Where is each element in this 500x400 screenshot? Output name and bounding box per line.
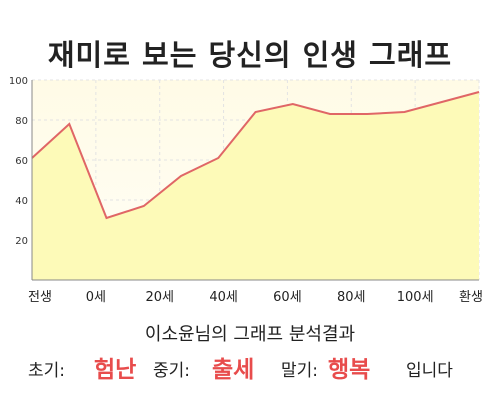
x-tick-label: 0세 — [86, 290, 106, 305]
late-value: 행복 — [328, 357, 371, 383]
area-fill — [32, 92, 479, 280]
y-tick-label: 80 — [15, 116, 28, 127]
x-tick-label: 100세 — [397, 290, 434, 305]
y-tick-labels: 20 40 60 80 100 — [9, 76, 28, 247]
y-tick-label: 100 — [9, 76, 28, 87]
x-tick-label: 60세 — [273, 290, 302, 305]
x-tick-label: 20세 — [145, 290, 174, 305]
result-heading: 이소윤님의 그래프 분석결과 — [144, 324, 356, 345]
y-tick-label: 20 — [15, 236, 28, 247]
series-line — [31, 91, 480, 220]
x-tick-labels: 전생 0세 20세 40세 60세 80세 100세 환생 — [28, 290, 483, 305]
y-tick-label: 40 — [15, 196, 28, 207]
late-label: 말기: — [281, 361, 319, 381]
x-tick-label: 전생 — [28, 290, 52, 305]
x-tick-label: 40세 — [209, 290, 238, 305]
x-tick-label: 80세 — [337, 290, 366, 305]
result-line: 초기: 험난 중기: 출세 말기: 행복 입니다 — [0, 346, 500, 383]
ending-text: 입니다 — [406, 361, 453, 381]
y-tick-label: 60 — [15, 156, 28, 167]
x-tick-label: 환생 — [459, 290, 483, 305]
page-title: 재미로 보는 당신의 인생 그래프 — [47, 38, 453, 72]
early-value: 험난 — [94, 357, 137, 383]
middle-label: 중기: — [153, 361, 191, 381]
middle-value: 출세 — [212, 357, 255, 383]
early-label: 초기: — [28, 361, 66, 381]
